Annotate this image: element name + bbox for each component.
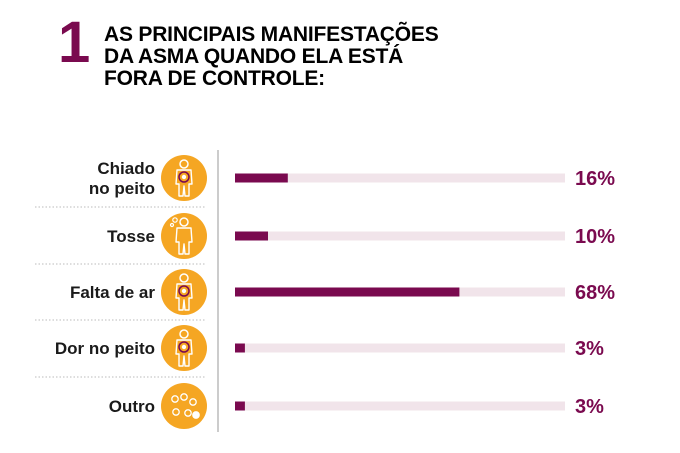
bar — [235, 173, 288, 183]
category-label-line: Falta de ar — [70, 283, 155, 302]
value-label: 68% — [575, 282, 615, 304]
bar-track — [235, 343, 565, 353]
title-line-3: FORA DE CONTROLE: — [104, 67, 325, 90]
person-lungs-icon — [161, 269, 207, 315]
category-label: Falta de ar — [70, 283, 155, 302]
bar — [235, 343, 245, 353]
bar — [235, 401, 245, 411]
person-chest-pain-icon — [161, 325, 207, 371]
dots-icon — [161, 383, 207, 429]
bar-track — [235, 231, 565, 241]
bar — [235, 287, 460, 297]
category-label: Outro — [109, 397, 155, 416]
bar-track — [235, 401, 565, 411]
category-label: Dor no peito — [55, 339, 155, 358]
bar — [235, 231, 268, 241]
title-line-1: AS PRINCIPAIS MANIFESTAÇÕES — [104, 23, 439, 46]
section-number: 1 — [58, 10, 91, 75]
value-label: 3% — [575, 338, 604, 360]
category-label: Tosse — [107, 227, 155, 246]
person-cough-icon — [161, 213, 207, 259]
category-label-line: Tosse — [107, 227, 155, 246]
value-label: 10% — [575, 226, 615, 248]
value-label: 3% — [575, 396, 604, 418]
title-line-2: DA ASMA QUANDO ELA ESTÁ — [104, 45, 404, 68]
bar-track — [235, 173, 565, 183]
category-label-line: no peito — [89, 179, 155, 198]
category-label: Chiado no peito — [89, 159, 155, 198]
chart-title: AS PRINCIPAIS MANIFESTAÇÕES DA ASMA QUAN… — [104, 24, 484, 90]
category-label-line: Chiado — [97, 159, 155, 178]
value-label: 16% — [575, 168, 615, 190]
category-label-line: Outro — [109, 397, 155, 416]
person-chest-icon — [161, 155, 207, 201]
category-label-line: Dor no peito — [55, 339, 155, 358]
